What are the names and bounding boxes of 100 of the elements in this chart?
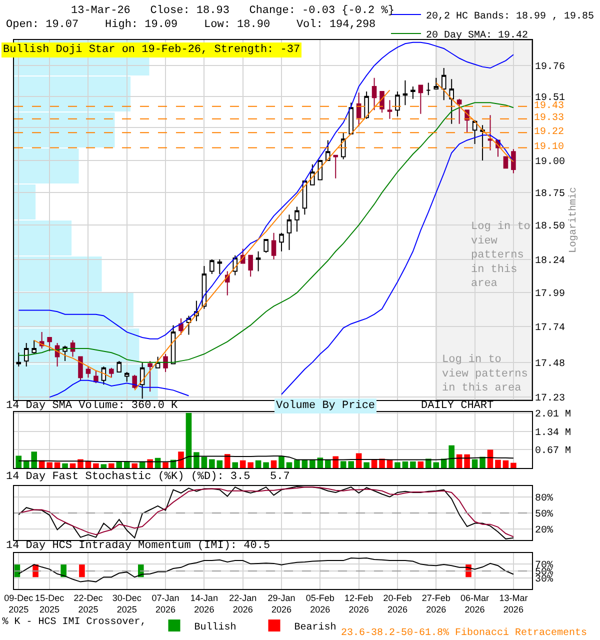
bar	[232, 462, 238, 468]
y-tick-label: 17.48	[535, 358, 566, 370]
candlestick	[426, 82, 431, 96]
bar	[194, 452, 200, 468]
bar	[224, 454, 230, 468]
text: 23.6-38.2-50-61.8% Fibonacci Retracements	[341, 627, 588, 639]
x-tick-label: 30-Dec 2025	[112, 592, 142, 614]
bar	[216, 460, 223, 468]
bar	[162, 462, 168, 468]
candlestick	[24, 342, 29, 367]
bar	[371, 460, 378, 468]
bar	[286, 462, 292, 468]
bar	[418, 461, 424, 468]
y-tick-label: 0.67 M	[535, 446, 572, 458]
bar	[495, 460, 501, 468]
bar	[324, 460, 331, 468]
bar	[100, 464, 107, 468]
chart-subtitle: Open: 19.07 High: 19.09 Low: 18.90 Vol: 194,298	[6, 19, 376, 31]
bar	[480, 456, 486, 468]
x-tick-label: 14-Jan 2026	[190, 592, 218, 614]
candlestick	[395, 90, 400, 117]
y-axis-title: Logarithmic	[568, 186, 580, 254]
bar	[178, 452, 184, 468]
bar	[186, 412, 192, 468]
y-tick-label: 20%	[535, 526, 554, 537]
candlestick	[418, 84, 424, 114]
line-series	[34, 340, 112, 378]
candlestick	[333, 154, 338, 179]
bar	[93, 463, 99, 468]
y-tick-label: 18.75	[535, 189, 566, 200]
bar	[201, 456, 208, 468]
candlestick	[434, 77, 439, 90]
bar	[108, 463, 114, 468]
candlestick	[132, 374, 137, 390]
bar	[402, 461, 408, 468]
candlestick	[387, 100, 392, 120]
candlestick	[326, 140, 330, 162]
y-tick-label: 19.00	[535, 157, 566, 168]
chart-title: 13-Mar-26 Close: 18.93 Change: -0.03 {-0.2 %}	[71, 5, 394, 17]
line-series	[18, 558, 514, 582]
candlestick	[70, 340, 76, 358]
bar	[410, 461, 416, 468]
bar	[310, 460, 316, 468]
candlestick	[364, 90, 369, 120]
candlestick	[32, 340, 36, 355]
candlestick	[94, 370, 98, 384]
bar	[263, 462, 269, 468]
candlestick	[402, 80, 408, 106]
y-tick-label: 80%	[535, 493, 554, 504]
x-tick-label: 15-Dec 2025	[35, 592, 65, 614]
candlestick	[456, 98, 462, 124]
candlestick	[372, 77, 377, 111]
legend-label: Bullish	[194, 621, 236, 634]
y-tick-label: 17.99	[535, 289, 566, 300]
y-tick-label: 18.50	[535, 222, 566, 233]
x-tick-label: 22-Jan 2026	[229, 592, 257, 614]
x-tick-label: 13-Mar 2026	[499, 592, 528, 614]
y-tick-label: 50%	[535, 510, 554, 520]
y-tick-label: 19.76	[535, 62, 566, 74]
chart-title: 14 Day SMA Volume: 360.0 K	[6, 400, 178, 412]
candlestick	[449, 78, 454, 124]
candlestick	[116, 360, 122, 373]
annotation: Log in to view patterns in this area	[442, 354, 528, 395]
bar	[510, 462, 516, 468]
candlestick	[86, 366, 91, 378]
bar	[54, 462, 60, 468]
legend-label: 20 Day SMA: 19.42	[426, 30, 528, 42]
candlestick	[348, 102, 354, 134]
x-tick-label: 07-Jan 2026	[152, 592, 180, 614]
legend-label: Bearish	[294, 621, 336, 634]
bar	[132, 463, 138, 468]
candlestick	[271, 232, 276, 260]
annotation: DAILY CHART	[421, 400, 494, 412]
y-tick-label: 1.34 M	[535, 428, 572, 439]
x-tick-label: 27-Feb 2026	[422, 592, 450, 614]
bar	[46, 462, 52, 468]
candlestick	[480, 124, 485, 162]
candlestick	[356, 92, 362, 127]
ref-line-label: 19.22	[534, 127, 564, 138]
candlestick	[248, 254, 253, 278]
annotation: Bullish Doji Star on 19-Feb-26, Strength: -37	[3, 44, 300, 56]
bar	[472, 459, 478, 468]
x-tick-label: 09-Dec 2025	[4, 592, 34, 614]
candlestick	[511, 148, 516, 174]
y-tick-label: 17.23	[535, 394, 566, 405]
bar	[255, 460, 262, 468]
x-tick-label: 29-Jan 2026	[268, 592, 296, 614]
bar	[16, 456, 22, 468]
candlestick	[294, 206, 300, 232]
band-label: Log in to view patterns in this area	[471, 221, 530, 290]
candlestick	[186, 315, 192, 336]
legend-title: % K - HCS IMI Crossover,	[2, 617, 146, 628]
candlestick	[148, 360, 152, 392]
candlestick	[264, 238, 268, 254]
x-tick-label: 22-Dec 2025	[74, 592, 104, 614]
candlestick	[124, 372, 130, 382]
y-tick-label: 30%	[535, 574, 554, 586]
legend-label: 20,2 HC Bands: 18.99 , 19.85	[426, 10, 594, 22]
x-tick-label: 12-Feb 2026	[344, 592, 374, 614]
bar	[70, 463, 76, 468]
